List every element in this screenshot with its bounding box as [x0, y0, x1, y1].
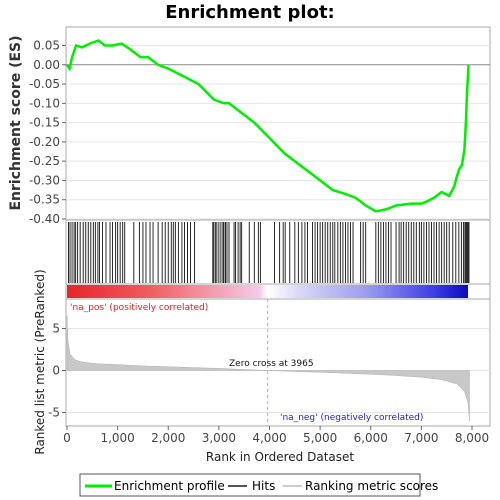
- metric-y-axis-label: Ranked list metric (PreRanked): [33, 269, 47, 454]
- na-neg-label: 'na_neg' (negatively correlated): [280, 413, 423, 423]
- es-gridlines: [66, 45, 490, 220]
- es-tick-label: -0.10: [29, 96, 60, 110]
- legend-metric-label: Ranking metric scores: [305, 479, 438, 493]
- legend-hits-label: Hits: [252, 479, 275, 493]
- x-tick-label: 4,000: [252, 431, 286, 445]
- x-axis-label: Rank in Ordered Dataset: [206, 450, 354, 464]
- es-tick-label: 0.00: [33, 58, 60, 72]
- metric-tick-label: -5: [48, 406, 60, 420]
- es-tick-label: 0.05: [33, 39, 60, 53]
- na-pos-label: 'na_pos' (positively correlated): [70, 303, 208, 313]
- zero-cross-label: Zero cross at 3965: [229, 359, 314, 369]
- x-tick-label: 6,000: [354, 431, 388, 445]
- es-tick-label: -0.35: [29, 193, 60, 207]
- metric-tick-label: 5: [52, 322, 60, 336]
- es-tick-label: -0.40: [29, 212, 60, 226]
- es-tick-label: -0.20: [29, 135, 60, 149]
- x-axis-ticks: 0 1,000 2,000 3,000 4,000 5,000 6,000 7,000 8,00…: [63, 426, 489, 445]
- legend-enrichment-label: Enrichment profile: [114, 479, 225, 493]
- es-tick-label: -0.05: [29, 77, 60, 91]
- es-tick-label: -0.25: [29, 154, 60, 168]
- rank-color-bar: [67, 285, 468, 298]
- es-panel: [65, 26, 491, 221]
- enrichment-profile-line: [65, 39, 470, 213]
- es-tick-label: -0.30: [29, 173, 60, 187]
- legend-box: [79, 473, 421, 497]
- ranking-metric-area: [66, 315, 470, 421]
- x-tick-label: 7,000: [404, 431, 438, 445]
- metric-tick-label: 0: [52, 364, 60, 378]
- metric-y-ticks: 5 0 -5: [48, 322, 66, 420]
- x-tick-label: 0: [63, 431, 71, 445]
- x-tick-label: 5,000: [303, 431, 337, 445]
- es-y-axis-label: Enrichment score (ES): [8, 35, 24, 210]
- es-tick-label: -0.15: [29, 116, 60, 130]
- x-tick-label: 1,000: [100, 431, 134, 445]
- hits-markers: [68, 222, 470, 283]
- x-tick-label: 3,000: [202, 431, 236, 445]
- metric-panel: [65, 298, 491, 427]
- es-y-ticks: 0.05 0.00 -0.05 -0.10 -0.15 -0.20 -0.25 -0.30 -0…: [29, 39, 66, 226]
- x-tick-label: 8,000: [455, 431, 489, 445]
- x-tick-label: 2,000: [151, 431, 185, 445]
